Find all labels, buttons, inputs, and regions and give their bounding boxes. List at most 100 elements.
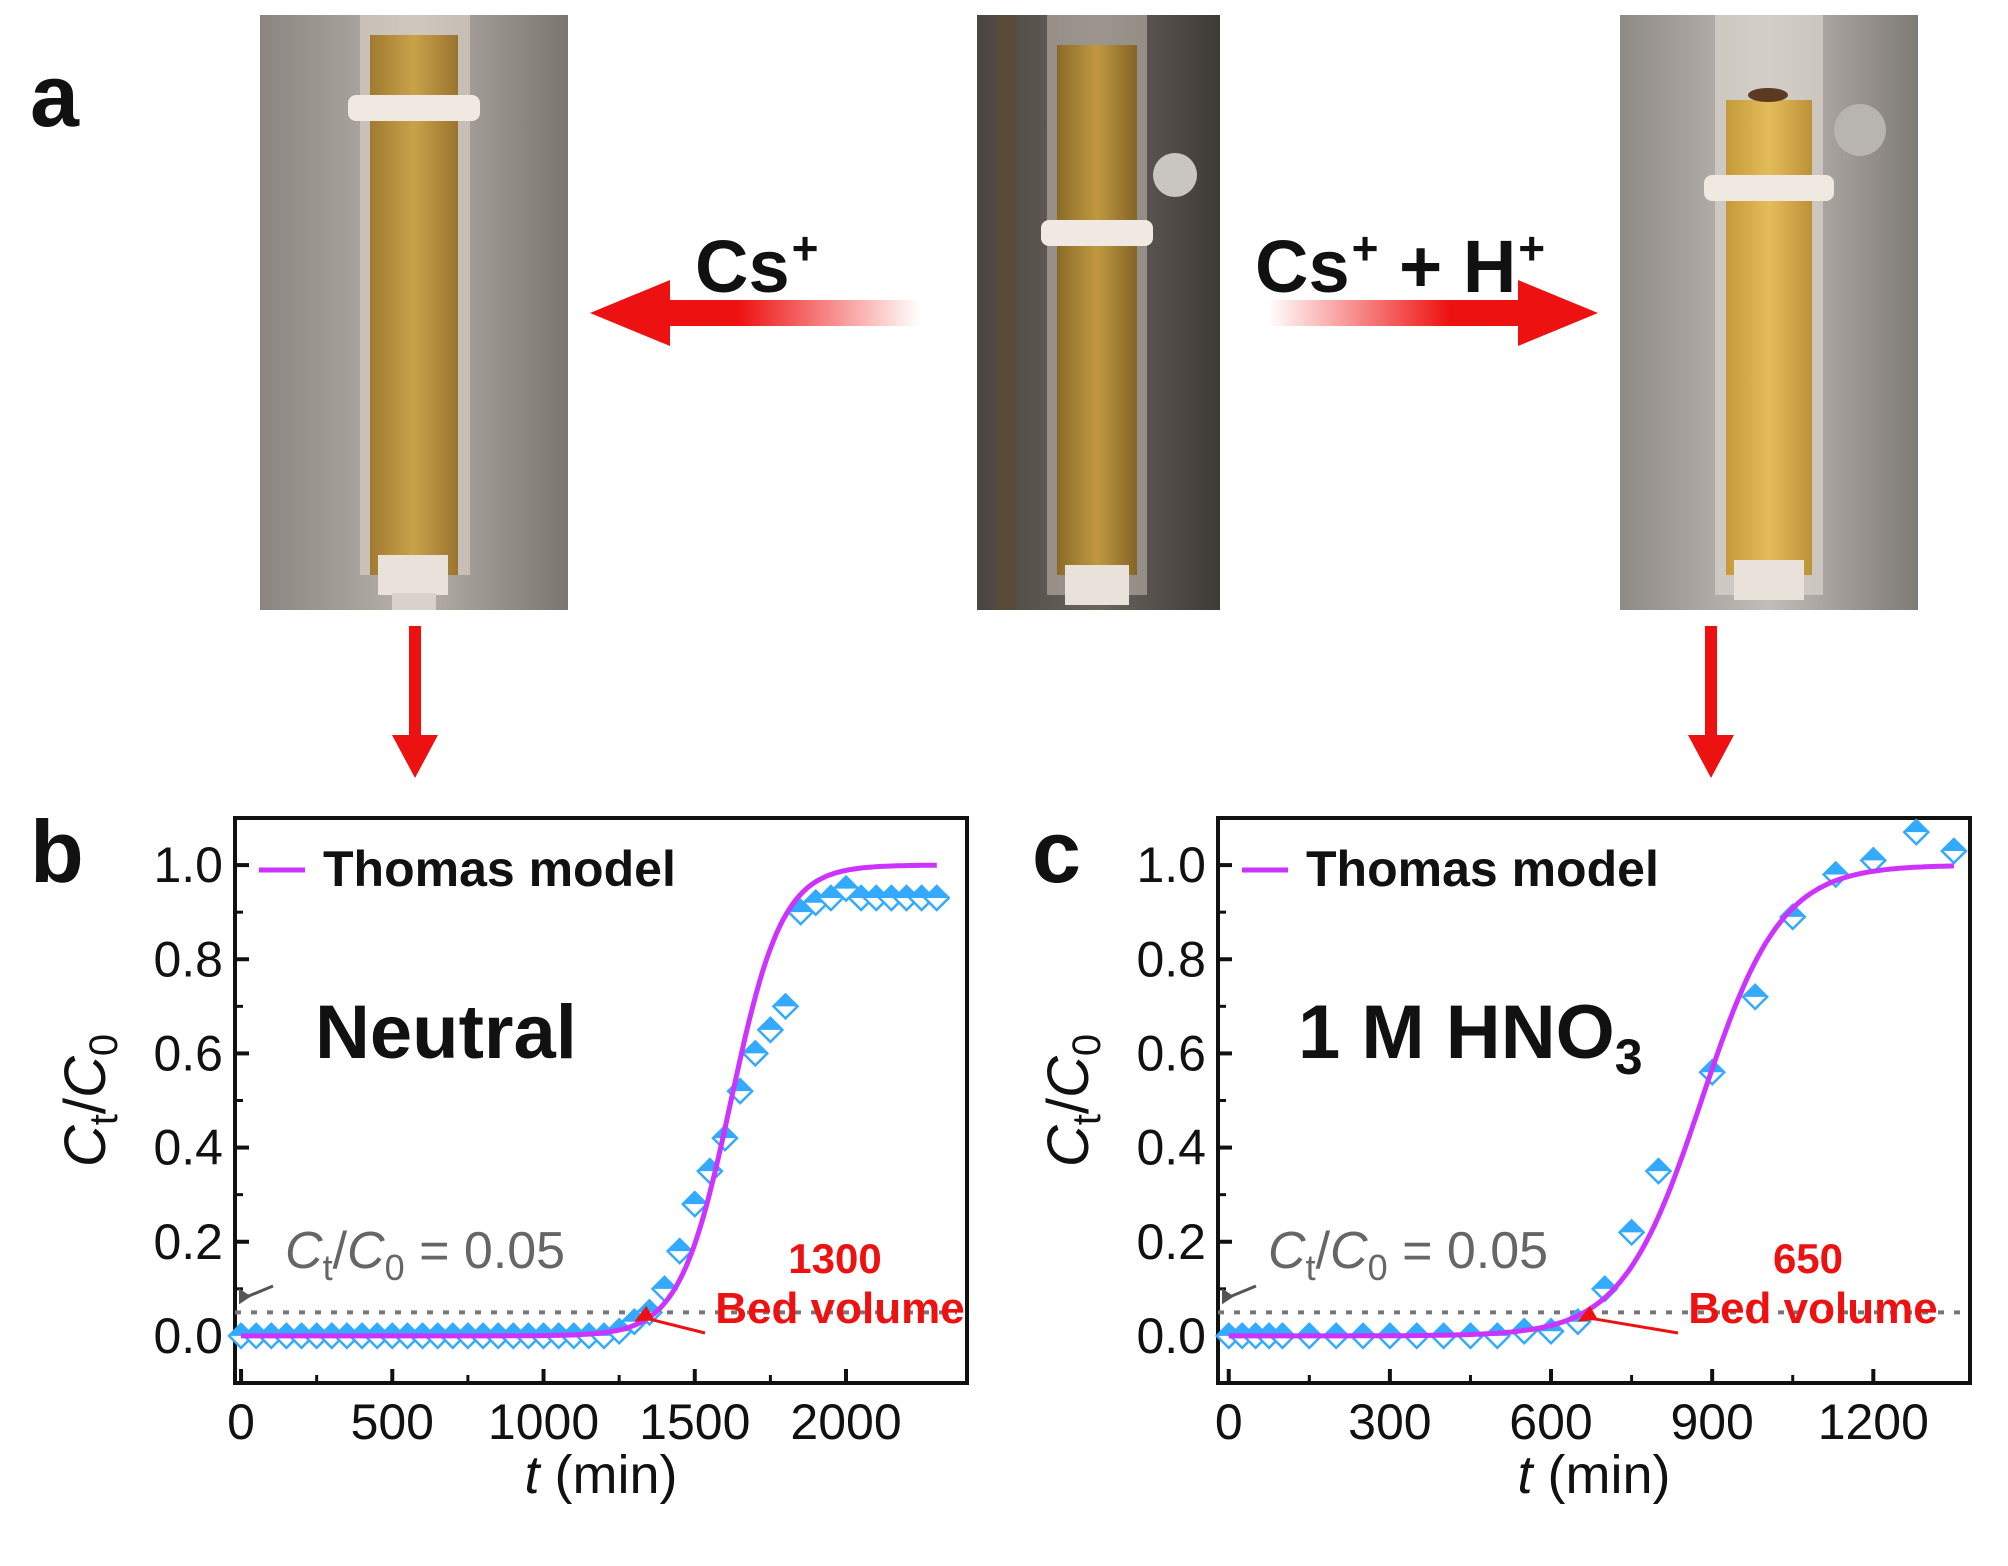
data-point: [665, 1237, 694, 1265]
x-tick-label: 1200: [1818, 1394, 1929, 1450]
arrow-left-text: Cs: [695, 225, 790, 308]
y-tick-label: 0.4: [1136, 1120, 1206, 1176]
data-point: [1902, 818, 1931, 846]
data-point: [1741, 983, 1769, 1011]
y-tick-label: 0.8: [1136, 931, 1206, 987]
panel-label-a: a: [30, 46, 79, 145]
arrow-right-text-1: Cs: [1255, 225, 1350, 308]
arrow-right-text-2: + H: [1378, 225, 1517, 308]
data-point-fill: [924, 886, 949, 899]
x-tick-label: 1500: [639, 1394, 750, 1450]
column-photo-right: [1620, 15, 1918, 610]
arrow-left-sup: +: [791, 222, 819, 274]
x-tick-label: 500: [351, 1394, 434, 1450]
data-point-fill: [652, 1276, 677, 1289]
legend-label: Thomas model: [1306, 841, 1659, 897]
legend-label: Thomas model: [323, 841, 676, 897]
data-point-fill: [1861, 848, 1886, 861]
condition-label: 1 M HNO3: [1298, 990, 1643, 1085]
reaction-arrow-left: [590, 280, 920, 346]
data-point-fill: [1377, 1323, 1402, 1336]
y-axis-label: Ct/C0: [53, 1034, 126, 1167]
data-point: [1940, 837, 1968, 865]
x-tick-label: 2000: [790, 1394, 901, 1450]
data-point-fill: [1743, 984, 1768, 997]
panel-label-b: b: [30, 802, 84, 901]
annotation-pointer: [643, 1316, 706, 1335]
annotation-text: Bed volume: [715, 1284, 964, 1333]
data-point-fill: [1270, 1323, 1295, 1336]
data-point-fill: [682, 1192, 707, 1205]
arrow-right-sup-1: +: [1351, 222, 1379, 274]
x-tick-label: 0: [227, 1394, 255, 1450]
panel-label-c: c: [1032, 802, 1081, 901]
y-tick-label: 0.2: [153, 1214, 223, 1270]
data-point-fill: [1592, 1276, 1617, 1289]
annotation-pointer-head: [634, 1305, 655, 1322]
column-photo-center: [977, 15, 1220, 610]
arrow-label-right: Cs+ + H+: [1255, 225, 1545, 304]
threshold-label: Ct/C0 = 0.05: [1268, 1222, 1548, 1288]
thomas-model-curve: [241, 862, 937, 1339]
x-tick-label: 0: [1215, 1394, 1243, 1450]
data-point-fill: [773, 994, 798, 1007]
x-tick-label: 600: [1509, 1394, 1592, 1450]
threshold-pointer-head: [1222, 1288, 1234, 1305]
data-point-fill: [1404, 1323, 1429, 1336]
x-tick-label: 900: [1670, 1394, 1753, 1450]
data-point: [922, 884, 951, 912]
data-point-fill: [834, 876, 859, 889]
down-arrow-left: [392, 626, 438, 778]
data-point-fill: [758, 1017, 783, 1030]
data-point: [741, 1039, 770, 1068]
y-tick-label: 0.0: [1136, 1308, 1206, 1364]
data-point-fill: [1324, 1323, 1349, 1336]
x-tick-label: 300: [1348, 1394, 1431, 1450]
y-tick-label: 0.6: [153, 1025, 223, 1081]
chart-c: 0.0 0.2 0.4 0.6 0.8 1.0 0 300 600 900 1200 t (min) C…: [1036, 816, 1972, 1505]
data-point-fill: [1941, 838, 1966, 851]
data-point-fill: [788, 900, 813, 913]
annotation-text: Bed volume: [1688, 1284, 1937, 1333]
data-point-fill: [1823, 862, 1848, 875]
threshold-pointer-head: [239, 1288, 251, 1305]
data-point-fill: [1619, 1220, 1644, 1233]
y-axis-label: Ct/C0: [1036, 1034, 1109, 1167]
chart-b: 0.0 0.2 0.4 0.6 0.8 1.0 0 500 1000 1500 2000 t (min…: [53, 816, 969, 1505]
down-arrow-right: [1688, 626, 1734, 778]
data-point: [1617, 1218, 1646, 1247]
x-axis-label: t (min): [525, 1445, 678, 1505]
y-tick-label: 1.0: [1136, 837, 1206, 893]
y-tick-label: 0.8: [153, 931, 223, 987]
annotation-number: 650: [1773, 1235, 1843, 1282]
y-tick-label: 0.2: [1136, 1214, 1206, 1270]
threshold-label: Ct/C0 = 0.05: [285, 1222, 565, 1288]
data-point-fill: [667, 1239, 692, 1252]
y-tick-label: 0.4: [153, 1120, 223, 1176]
x-axis-label: t (min): [1518, 1445, 1671, 1505]
data-point: [756, 1016, 785, 1044]
data-point-fill: [1297, 1323, 1322, 1336]
data-point: [771, 992, 800, 1021]
thomas-model-curve: [1228, 863, 1954, 1339]
data-point-fill: [1904, 820, 1929, 833]
data-point: [1644, 1157, 1673, 1185]
arrow-right-sup-2: +: [1518, 222, 1546, 274]
annotation-pointer-head: [1577, 1305, 1598, 1322]
data-point-fill: [743, 1041, 768, 1054]
annotation-number: 1300: [788, 1235, 881, 1282]
data-point-fill: [818, 886, 843, 899]
data-point-fill: [1351, 1323, 1376, 1336]
data-point-fill: [1646, 1159, 1671, 1172]
data-point: [681, 1190, 709, 1218]
y-tick-label: 0.6: [1136, 1025, 1206, 1081]
condition-label: Neutral: [315, 990, 577, 1075]
column-photo-left: [260, 15, 568, 610]
reaction-arrow-right: [1268, 280, 1598, 346]
y-tick-label: 0.0: [153, 1308, 223, 1364]
arrow-label-left: Cs+: [695, 225, 818, 304]
annotation-pointer: [1587, 1316, 1679, 1335]
y-tick-label: 1.0: [153, 837, 223, 893]
x-tick-label: 1000: [488, 1394, 599, 1450]
